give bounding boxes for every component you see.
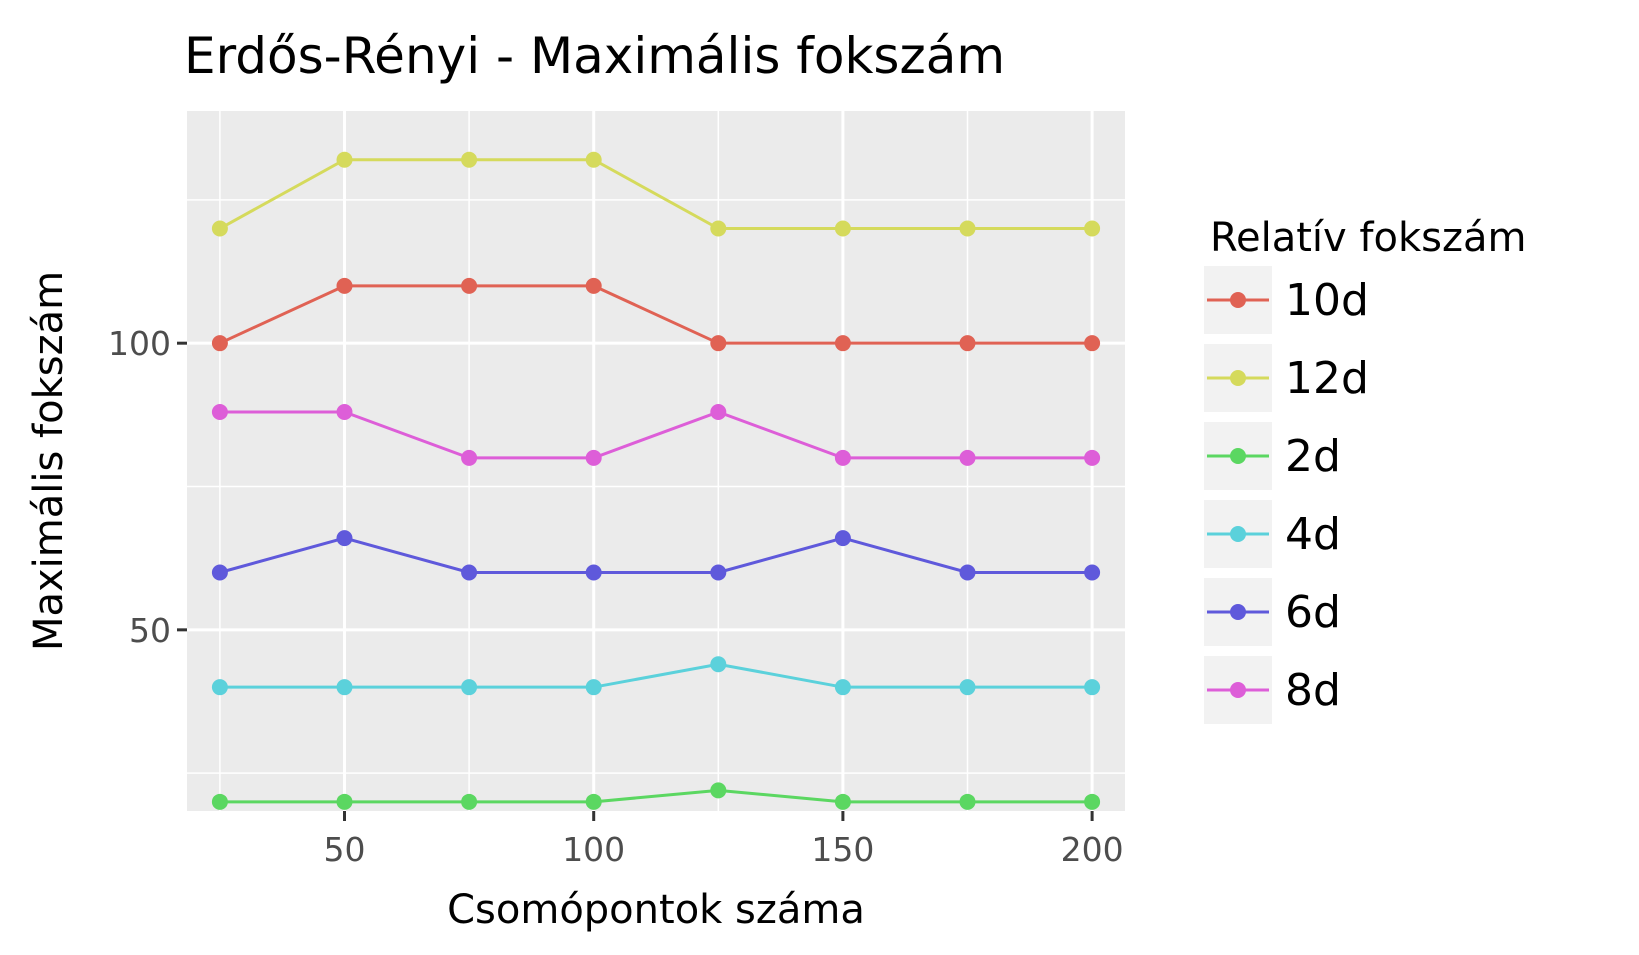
plot-panel <box>187 111 1125 811</box>
legend-item: 12d <box>1204 344 1369 412</box>
data-point <box>834 449 851 466</box>
series-2d <box>211 782 1101 810</box>
data-point <box>710 335 727 352</box>
data-point <box>336 793 353 810</box>
data-point <box>211 335 228 352</box>
data-point <box>461 449 478 466</box>
data-point <box>461 277 478 294</box>
x-tick-label: 150 <box>811 830 874 869</box>
data-point <box>336 403 353 420</box>
data-point <box>710 220 727 237</box>
legend-label: 10d <box>1285 275 1369 326</box>
data-point <box>834 220 851 237</box>
data-point <box>461 564 478 581</box>
data-point <box>834 793 851 810</box>
series-group <box>211 151 1101 810</box>
data-point <box>959 335 976 352</box>
data-point <box>959 564 976 581</box>
data-point <box>1084 335 1101 352</box>
chart-title: Erdős-Rényi - Maximális fokszám <box>184 27 1005 85</box>
data-point <box>834 530 851 547</box>
legend-item: 2d <box>1204 422 1341 490</box>
data-point <box>336 679 353 696</box>
legend-label: 8d <box>1285 665 1341 716</box>
legend-key-point <box>1230 526 1246 542</box>
y-tick-label: 50 <box>129 611 171 650</box>
data-point <box>585 793 602 810</box>
data-point <box>959 679 976 696</box>
legend-key-point <box>1230 448 1246 464</box>
series-6d <box>211 530 1101 581</box>
series-line <box>219 536 1093 575</box>
data-point <box>461 793 478 810</box>
data-point <box>585 277 602 294</box>
data-point <box>834 335 851 352</box>
series-line <box>219 158 1093 231</box>
series-line <box>219 284 1093 345</box>
legend-key-point <box>1230 370 1246 386</box>
data-point <box>211 679 228 696</box>
data-point <box>211 403 228 420</box>
x-axis-title: Csomópontok száma <box>447 887 865 933</box>
data-point <box>959 220 976 237</box>
data-point <box>1084 449 1101 466</box>
legend-item: 10d <box>1204 266 1369 334</box>
legend-key-point <box>1230 292 1246 308</box>
axes: 50 100 50 100 150 200 <box>108 324 1124 869</box>
series-4d <box>211 656 1101 696</box>
data-point <box>211 564 228 581</box>
series-line <box>219 410 1093 460</box>
data-point <box>959 793 976 810</box>
x-tick-label: 200 <box>1061 830 1124 869</box>
data-point <box>710 403 727 420</box>
legend-label: 12d <box>1285 353 1369 404</box>
series-12d <box>211 151 1101 237</box>
x-tick-label: 100 <box>562 830 625 869</box>
data-point <box>585 564 602 581</box>
data-point <box>1084 793 1101 810</box>
y-tick-label: 100 <box>108 324 171 363</box>
data-point <box>710 782 727 799</box>
legend-label: 6d <box>1285 587 1341 638</box>
data-point <box>1084 679 1101 696</box>
data-point <box>336 151 353 168</box>
legend-label: 4d <box>1285 509 1341 560</box>
series-8d <box>211 403 1101 466</box>
data-point <box>1084 220 1101 237</box>
data-point <box>585 449 602 466</box>
data-point <box>959 449 976 466</box>
legend-label: 2d <box>1285 431 1341 482</box>
data-point <box>336 530 353 547</box>
legend-item: 4d <box>1204 500 1341 568</box>
data-point <box>211 793 228 810</box>
data-point <box>336 277 353 294</box>
legend-title: Relatív fokszám <box>1210 215 1526 261</box>
legend-item: 8d <box>1204 656 1341 724</box>
legend-key-point <box>1230 604 1246 620</box>
series-line <box>219 662 1093 689</box>
data-point <box>585 679 602 696</box>
series-line <box>219 788 1093 804</box>
data-point <box>710 564 727 581</box>
legend-item: 6d <box>1204 578 1341 646</box>
legend: Relatív fokszám 10d 12d 2d 4d 6d 8d <box>1204 215 1526 724</box>
data-point <box>461 679 478 696</box>
x-tick-label: 50 <box>323 830 365 869</box>
data-point <box>710 656 727 673</box>
data-point <box>834 679 851 696</box>
data-point <box>211 220 228 237</box>
data-point <box>1084 564 1101 581</box>
legend-key-point <box>1230 682 1246 698</box>
data-point <box>461 151 478 168</box>
data-point <box>585 151 602 168</box>
y-axis-title: Maximális fokszám <box>26 271 72 651</box>
series-10d <box>211 277 1101 352</box>
